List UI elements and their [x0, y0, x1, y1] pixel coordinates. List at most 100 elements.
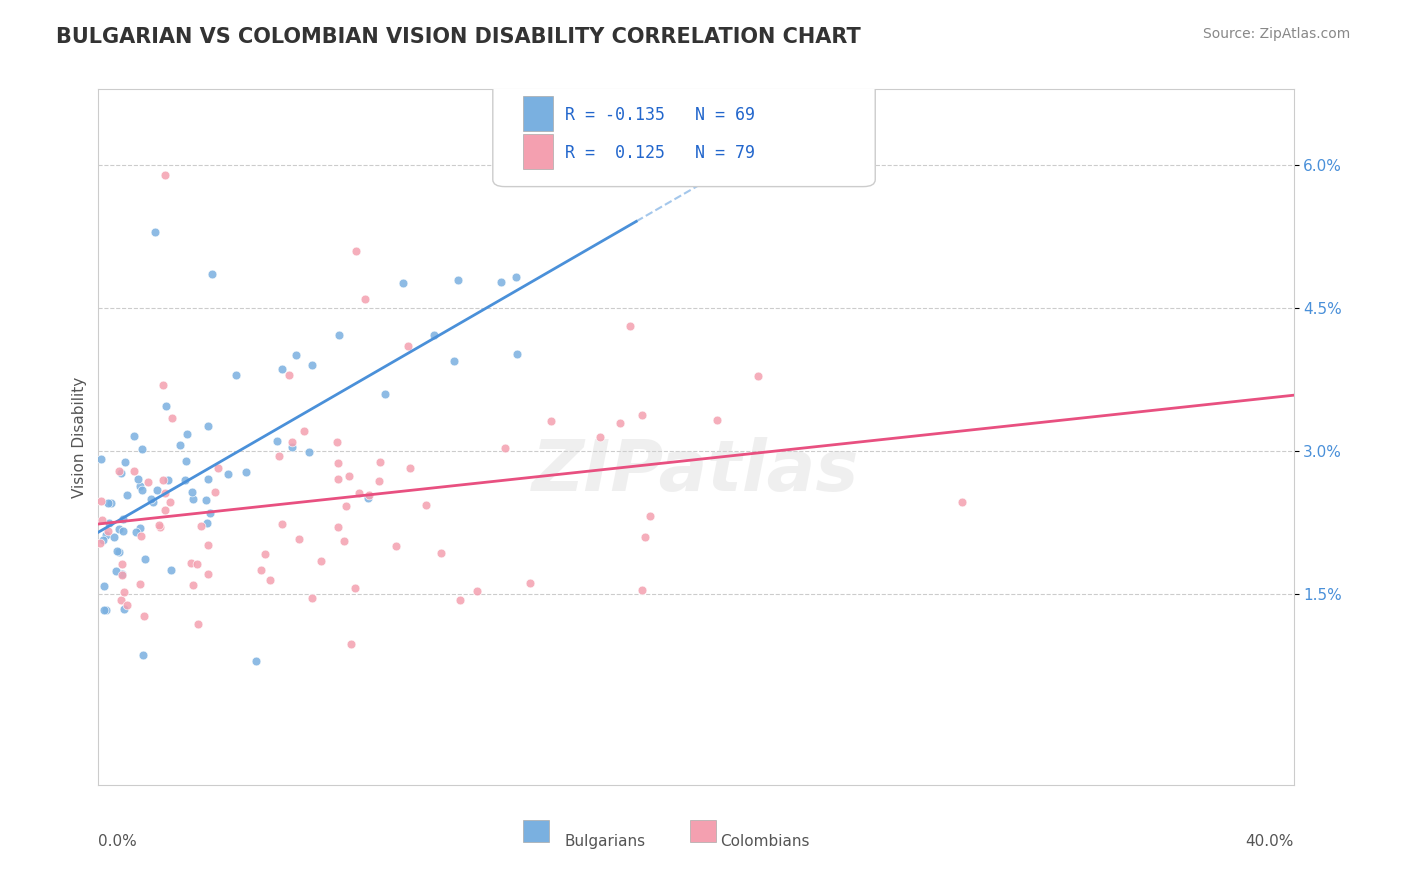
Point [505, 270, 527, 285]
Point [160, 563, 183, 577]
Text: R =  0.125   N = 79: R = 0.125 N = 79 [565, 145, 755, 162]
Point [281, 434, 304, 449]
Point [465, 584, 488, 599]
Point [169, 438, 191, 452]
Point [266, 434, 288, 449]
Point [156, 473, 179, 487]
Point [152, 377, 174, 392]
Point [619, 318, 641, 333]
Point [298, 445, 321, 459]
Point [94, 603, 117, 617]
Point [311, 554, 333, 568]
Text: Bulgarians: Bulgarians [565, 834, 645, 848]
Point [422, 327, 444, 342]
Point [148, 518, 170, 533]
Point [112, 584, 135, 599]
Point [281, 441, 304, 455]
Point [347, 486, 370, 500]
Point [354, 292, 377, 306]
Point [93, 579, 115, 593]
Point [326, 435, 349, 450]
FancyBboxPatch shape [523, 96, 553, 131]
Point [207, 460, 229, 475]
Point [187, 616, 209, 631]
Point [122, 428, 145, 442]
Point [174, 453, 197, 467]
Point [197, 538, 219, 552]
Point [93, 603, 115, 617]
Point [631, 582, 654, 597]
Point [267, 449, 290, 463]
Point [152, 473, 174, 487]
FancyBboxPatch shape [690, 820, 716, 842]
Point [449, 593, 471, 607]
Point [197, 418, 219, 433]
Point [149, 520, 172, 534]
Point [200, 267, 222, 281]
Point [96, 528, 118, 542]
Point [197, 472, 219, 486]
Point [200, 506, 222, 520]
FancyBboxPatch shape [523, 820, 548, 842]
Point [270, 517, 292, 532]
Point [197, 566, 219, 581]
Point [339, 637, 361, 651]
Point [103, 530, 125, 544]
Point [115, 488, 138, 502]
Point [506, 346, 529, 360]
Point [491, 275, 513, 289]
Point [111, 558, 134, 572]
Text: Source: ZipAtlas.com: Source: ZipAtlas.com [1202, 27, 1350, 41]
Point [115, 598, 138, 612]
Point [284, 348, 307, 362]
Point [128, 479, 150, 493]
Point [368, 474, 391, 488]
Point [110, 592, 132, 607]
Text: 40.0%: 40.0% [1246, 834, 1294, 848]
Point [97, 524, 120, 538]
Point [129, 529, 152, 543]
Point [159, 494, 181, 508]
Point [443, 353, 465, 368]
Point [142, 495, 165, 509]
Point [105, 543, 128, 558]
Point [430, 546, 453, 560]
Point [396, 339, 419, 353]
Point [107, 545, 129, 559]
Point [950, 494, 973, 508]
Point [91, 513, 114, 527]
Point [301, 591, 323, 605]
Point [343, 582, 366, 596]
Point [540, 414, 562, 428]
Point [186, 558, 208, 572]
Text: ZIPatlas: ZIPatlas [533, 437, 859, 507]
Point [494, 441, 516, 455]
Point [204, 484, 226, 499]
Text: 0.0%: 0.0% [98, 834, 138, 848]
Point [90, 451, 112, 466]
Point [356, 491, 378, 506]
Point [129, 577, 152, 591]
Point [271, 362, 294, 376]
FancyBboxPatch shape [494, 78, 875, 186]
Point [225, 368, 247, 382]
Point [173, 473, 195, 487]
Point [259, 573, 281, 587]
Point [292, 425, 315, 439]
Point [89, 536, 111, 550]
Text: Colombians: Colombians [720, 834, 810, 848]
Point [176, 427, 198, 442]
Point [98, 516, 121, 530]
Point [114, 602, 136, 616]
Point [128, 521, 150, 535]
Point [134, 609, 156, 624]
Point [114, 455, 136, 469]
Point [181, 485, 204, 500]
Point [301, 358, 323, 372]
Point [235, 465, 257, 479]
Point [333, 534, 356, 549]
Point [747, 368, 769, 383]
Point [368, 455, 391, 469]
Point [105, 564, 128, 578]
Point [131, 442, 153, 456]
